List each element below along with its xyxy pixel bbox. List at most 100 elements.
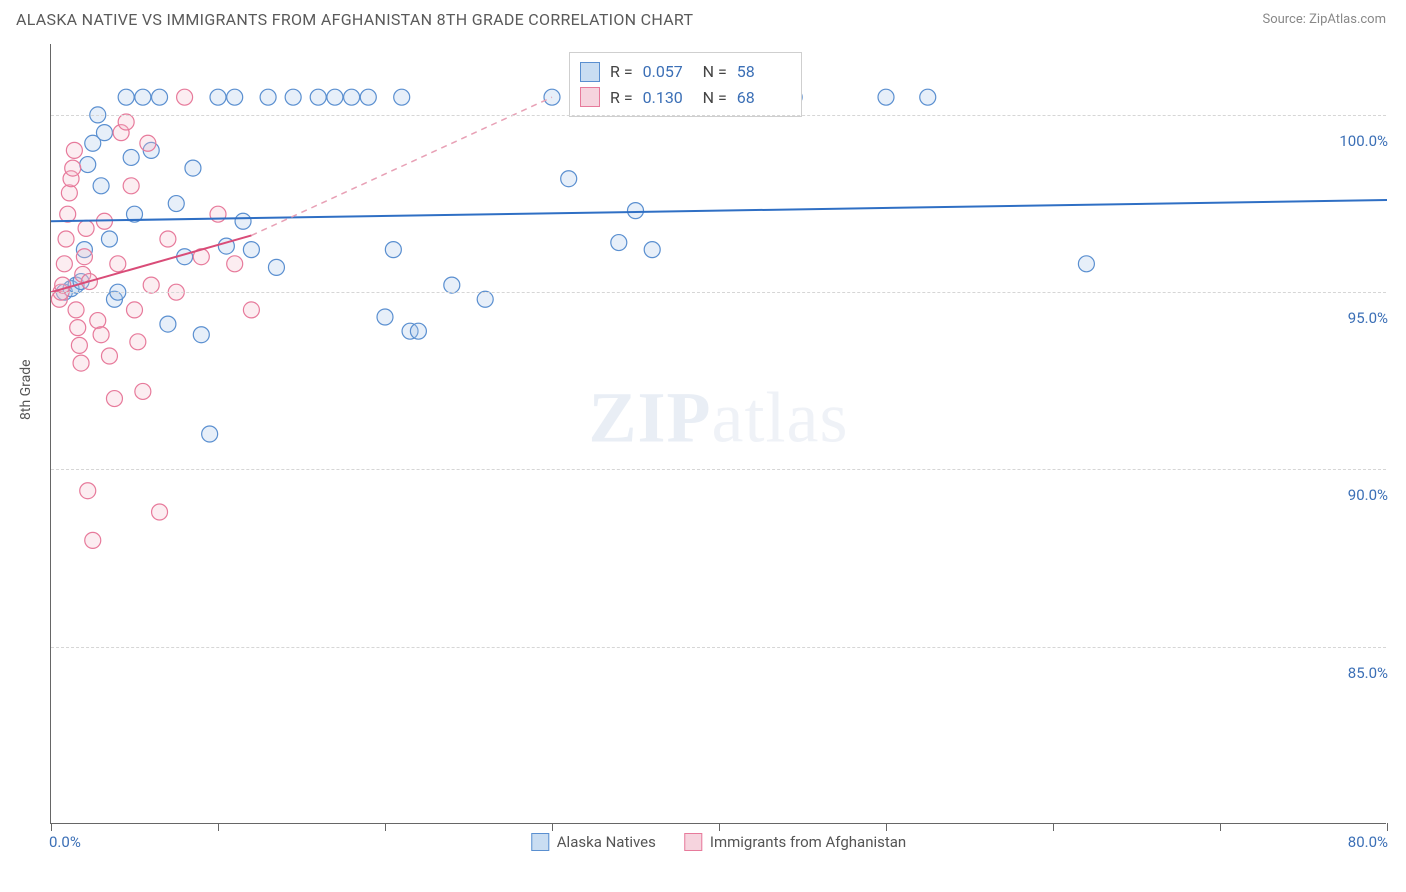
data-point xyxy=(477,291,493,307)
data-point xyxy=(243,302,259,318)
source-label: Source: ZipAtlas.com xyxy=(1262,12,1386,27)
gridline: 85.0% xyxy=(51,647,1386,648)
data-point xyxy=(56,256,72,272)
data-point xyxy=(227,256,243,272)
data-point xyxy=(70,320,86,336)
y-tick-label: 85.0% xyxy=(1348,664,1388,682)
data-point xyxy=(344,89,360,105)
data-point xyxy=(110,256,126,272)
data-point xyxy=(193,327,209,343)
legend-stat-row: R =0.057N =58 xyxy=(580,59,787,85)
y-tick-label: 90.0% xyxy=(1348,486,1388,504)
n-label: N = xyxy=(703,85,727,111)
data-point xyxy=(444,277,460,293)
data-point xyxy=(561,171,577,187)
r-label: R = xyxy=(610,85,633,111)
r-value: 0.057 xyxy=(643,59,693,85)
gridline: 90.0% xyxy=(51,469,1386,470)
data-point xyxy=(285,89,301,105)
x-tick xyxy=(1387,823,1388,831)
data-point xyxy=(78,220,94,236)
gridline: 95.0% xyxy=(51,292,1386,293)
x-tick xyxy=(552,823,553,831)
legend-swatch xyxy=(684,833,702,851)
data-point xyxy=(93,178,109,194)
data-point xyxy=(90,313,106,329)
data-point xyxy=(1078,256,1094,272)
data-point xyxy=(327,89,343,105)
r-label: R = xyxy=(610,59,633,85)
data-point xyxy=(123,178,139,194)
legend-label: Immigrants from Afghanistan xyxy=(710,833,906,851)
chart-plot-area: ZIPatlas R =0.057N =58R =0.130N =68 Alas… xyxy=(50,44,1386,824)
data-point xyxy=(260,89,276,105)
y-tick-label: 100.0% xyxy=(1339,132,1388,150)
data-point xyxy=(160,316,176,332)
chart-title: ALASKA NATIVE VS IMMIGRANTS FROM AFGHANI… xyxy=(16,10,693,29)
data-point xyxy=(377,309,393,325)
data-point xyxy=(385,242,401,258)
data-point xyxy=(202,426,218,442)
x-tick xyxy=(385,823,386,831)
data-point xyxy=(58,231,74,247)
data-point xyxy=(611,235,627,251)
data-point xyxy=(76,249,92,265)
legend-stats-box: R =0.057N =58R =0.130N =68 xyxy=(569,52,802,117)
data-point xyxy=(920,89,936,105)
data-point xyxy=(177,89,193,105)
x-tick xyxy=(1053,823,1054,831)
data-point xyxy=(168,196,184,212)
data-point xyxy=(227,89,243,105)
data-point xyxy=(310,89,326,105)
data-point xyxy=(185,160,201,176)
data-point xyxy=(130,334,146,350)
data-point xyxy=(410,323,426,339)
x-tick xyxy=(1220,823,1221,831)
x-tick xyxy=(51,823,52,831)
legend-item: Alaska Natives xyxy=(531,833,656,851)
data-point xyxy=(160,231,176,247)
legend-stat-row: R =0.130N =68 xyxy=(580,85,787,111)
x-tick xyxy=(218,823,219,831)
y-axis-title: 8th Grade xyxy=(18,359,34,420)
data-point xyxy=(268,259,284,275)
trend-line xyxy=(51,200,1387,221)
data-point xyxy=(106,391,122,407)
legend-label: Alaska Natives xyxy=(557,833,656,851)
data-point xyxy=(143,277,159,293)
data-point xyxy=(118,89,134,105)
data-point xyxy=(65,160,81,176)
data-point xyxy=(71,337,87,353)
x-tick xyxy=(719,823,720,831)
data-point xyxy=(80,483,96,499)
chart-header: ALASKA NATIVE VS IMMIGRANTS FROM AFGHANI… xyxy=(0,0,1406,35)
data-point xyxy=(644,242,660,258)
data-point xyxy=(127,302,143,318)
data-point xyxy=(152,89,168,105)
data-point xyxy=(360,89,376,105)
data-point xyxy=(135,383,151,399)
data-point xyxy=(68,302,84,318)
data-point xyxy=(628,203,644,219)
n-value: 58 xyxy=(737,59,787,85)
data-point xyxy=(118,114,134,130)
data-point xyxy=(210,206,226,222)
data-point xyxy=(66,142,82,158)
data-point xyxy=(60,206,76,222)
legend-swatch xyxy=(580,87,600,107)
legend-swatch xyxy=(531,833,549,851)
data-point xyxy=(210,89,226,105)
data-point xyxy=(73,355,89,371)
legend-item: Immigrants from Afghanistan xyxy=(684,833,906,851)
data-point xyxy=(243,242,259,258)
legend-swatch xyxy=(580,62,600,82)
data-point xyxy=(394,89,410,105)
x-tick xyxy=(886,823,887,831)
r-value: 0.130 xyxy=(643,85,693,111)
data-point xyxy=(235,213,251,229)
data-point xyxy=(101,348,117,364)
data-point xyxy=(140,135,156,151)
x-axis-min-label: 0.0% xyxy=(49,833,81,851)
gridline: 100.0% xyxy=(51,115,1386,116)
data-point xyxy=(96,125,112,141)
